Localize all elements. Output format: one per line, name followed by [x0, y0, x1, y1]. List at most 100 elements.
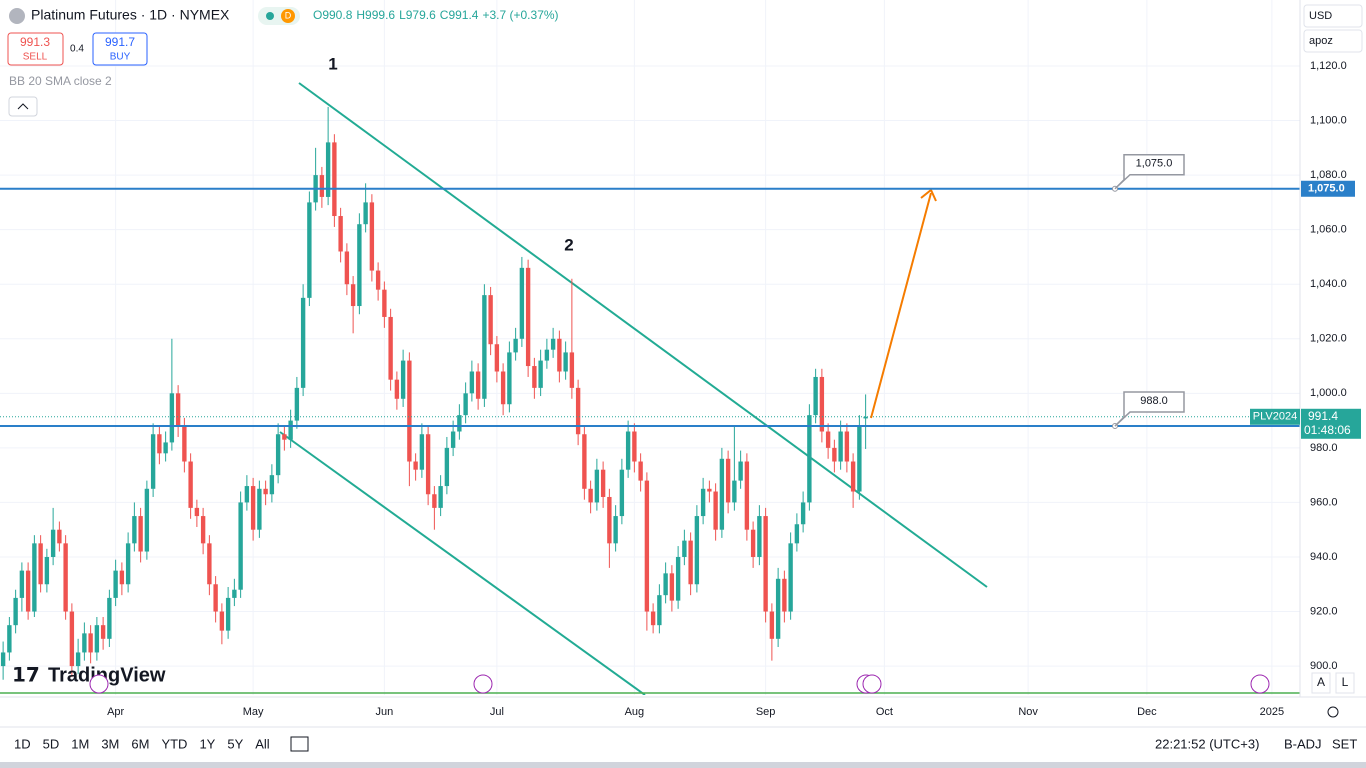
candle-body: [425, 434, 431, 495]
candle-body: [600, 469, 606, 497]
candle-body: [325, 142, 331, 197]
candle-body: [557, 338, 562, 372]
y-tick-label: 960.0: [1310, 496, 1338, 508]
session[interactable]: SET: [1332, 736, 1357, 751]
candle-body: [88, 633, 93, 653]
sell-button[interactable]: [7, 32, 64, 66]
candle-body: [632, 431, 637, 462]
candle-body: [469, 371, 475, 394]
candle-body: [132, 516, 137, 544]
candle-body: [844, 431, 850, 462]
trendline[interactable]: [279, 431, 646, 695]
adjustment[interactable]: B-ADJ: [1284, 736, 1322, 751]
candle-body: [450, 431, 456, 448]
range-button[interactable]: 1Y: [199, 736, 215, 751]
candle-body: [375, 270, 381, 290]
trendline[interactable]: [298, 82, 988, 588]
range-button[interactable]: YTD: [161, 736, 187, 751]
candle-body: [113, 570, 118, 598]
candle-body: [32, 543, 37, 612]
collapse-button[interactable]: [8, 96, 38, 117]
candle-body: [150, 434, 156, 489]
candle-body: [857, 426, 862, 492]
event-marker[interactable]: [89, 674, 109, 694]
candle-body: [182, 426, 187, 462]
candle-body: [332, 142, 337, 217]
range-button[interactable]: 3M: [101, 736, 119, 751]
candle-body: [619, 469, 625, 517]
log-scale[interactable]: [1335, 672, 1355, 694]
candle-body: [569, 352, 575, 388]
candle-body: [300, 297, 306, 388]
price-tag: [1301, 180, 1355, 197]
candle-body: [44, 556, 50, 585]
candle-body: [594, 469, 600, 503]
candle-body: [819, 376, 825, 432]
event-marker[interactable]: [473, 674, 493, 694]
candle-body: [488, 295, 493, 345]
buy-button[interactable]: [92, 32, 148, 66]
candle-body: [700, 488, 706, 517]
unit: apoz: [1309, 35, 1333, 47]
logo-mark: 𝟭𝟳: [12, 664, 40, 686]
candle-body: [432, 494, 437, 508]
range-button[interactable]: 5Y: [227, 736, 243, 751]
callout: [1114, 154, 1185, 190]
candle-body: [282, 434, 287, 440]
candle-body: [238, 502, 243, 590]
currency-select[interactable]: [1303, 4, 1363, 28]
candle-body: [38, 543, 43, 585]
range-button[interactable]: All: [255, 736, 270, 751]
candle-body: [644, 480, 650, 612]
candle-body: [588, 488, 593, 503]
buy-label: BUY: [110, 52, 131, 63]
range-button[interactable]: 6M: [131, 736, 149, 751]
candle-body: [213, 584, 218, 612]
auto-scale[interactable]: [1311, 672, 1331, 694]
candle-body: [144, 488, 150, 552]
chart-title: Platinum Futures · 1D · NYMEX: [31, 7, 230, 23]
candle-body: [863, 416, 868, 419]
candle-body: [75, 652, 81, 667]
candle-body: [719, 458, 725, 530]
candle-body: [225, 597, 231, 631]
ohlc-legend: O990.8 H999.6 L979.6 C991.4 +3.7 (+0.37%): [313, 8, 559, 22]
x-tick-label: May: [243, 706, 264, 718]
candle-body: [200, 516, 206, 544]
date-range-icon[interactable]: [290, 736, 309, 752]
grid: [0, 0, 1300, 695]
y-tick-label: 1,120.0: [1310, 60, 1347, 72]
candle-body: [444, 447, 450, 487]
drawings: [0, 82, 1300, 695]
candle-body: [563, 352, 568, 372]
candle-body: [744, 461, 750, 530]
y-tick-label: 1,000.0: [1310, 387, 1347, 399]
candle-body: [607, 496, 612, 544]
candle-body: [463, 393, 468, 416]
arrow[interactable]: [870, 188, 937, 419]
last-price-tag: [1301, 408, 1361, 439]
arrow-line: [870, 192, 932, 419]
range-buttons: 1D 5D 1M 3M 6M YTD 1Y 5Y All: [14, 736, 270, 751]
candle-body: [475, 371, 481, 399]
settings-icon[interactable]: [1327, 706, 1339, 718]
range-button[interactable]: 1M: [71, 736, 89, 751]
candle-body: [738, 461, 743, 481]
candle-body: [675, 556, 681, 601]
candle-body: [550, 338, 556, 350]
x-tick-label: Nov: [1018, 706, 1038, 718]
range-button[interactable]: 5D: [43, 736, 60, 751]
candle-body: [288, 420, 293, 440]
unit-select[interactable]: [1303, 29, 1363, 53]
price-tag-label: 1,075.0: [1308, 183, 1345, 195]
candle-body: [438, 486, 443, 508]
event-marker[interactable]: [1250, 674, 1270, 694]
candle-body: [457, 415, 462, 432]
log-scale-label: L: [1342, 675, 1349, 689]
event-marker[interactable]: [862, 674, 882, 694]
candle-body: [725, 458, 731, 503]
candle-body: [119, 570, 125, 585]
price-axis: 900.0 920.0 940.0 960.0 980.0 1,000.0 1,020.0 1…: [1250, 60, 1361, 672]
candle-body: [232, 589, 237, 598]
range-button[interactable]: 1D: [14, 736, 31, 751]
